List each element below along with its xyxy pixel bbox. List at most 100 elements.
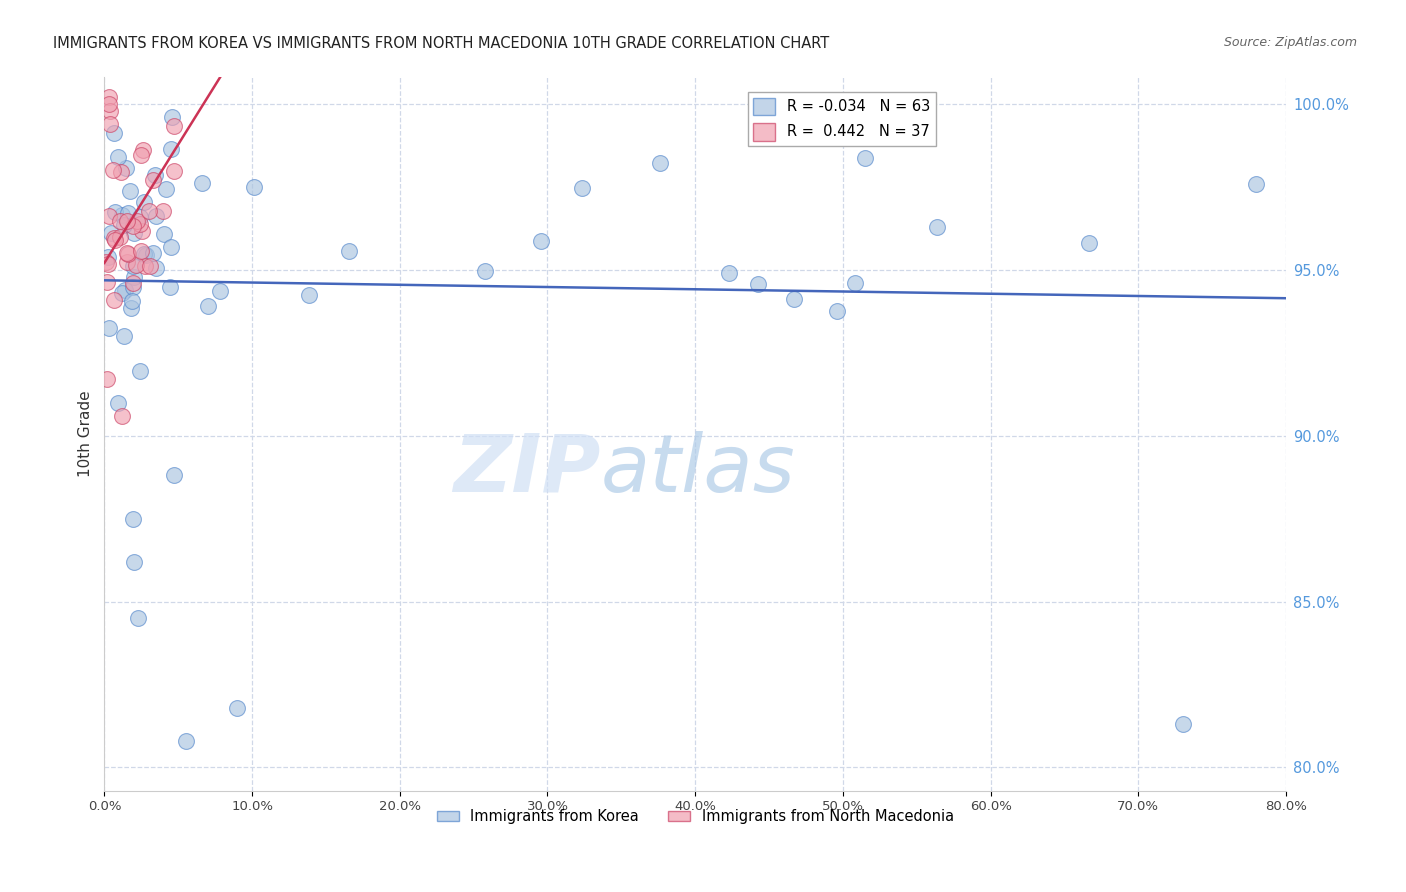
Legend: Immigrants from Korea, Immigrants from North Macedonia: Immigrants from Korea, Immigrants from N… (430, 803, 959, 830)
Point (127, 611, 149, 625)
Point (474, 264, 496, 278)
Point (825, 303, 848, 318)
Point (97, 97, 120, 112)
Point (127, 214, 149, 228)
Point (197, 299, 219, 313)
Point (132, 247, 155, 261)
Point (135, 248, 157, 262)
Point (122, 226, 145, 240)
Point (138, 204, 160, 219)
Point (117, 206, 139, 220)
Point (162, 468, 184, 483)
Point (747, 277, 769, 292)
Point (298, 288, 321, 302)
Point (242, 180, 264, 194)
Point (114, 283, 136, 297)
Point (145, 261, 167, 276)
Point (98, 321, 121, 335)
Point (110, 165, 132, 179)
Point (121, 294, 143, 309)
Point (844, 276, 866, 290)
Point (160, 111, 183, 125)
Point (122, 276, 145, 290)
Text: atlas: atlas (600, 431, 796, 508)
Point (122, 260, 145, 274)
Point (111, 209, 134, 223)
Point (153, 227, 176, 241)
Point (115, 161, 138, 175)
Point (107, 150, 129, 164)
Point (122, 269, 145, 284)
Point (143, 168, 166, 182)
Point (115, 246, 138, 260)
Point (145, 209, 167, 223)
Point (117, 247, 139, 261)
Point (104, 205, 127, 219)
Point (108, 230, 131, 244)
Point (104, 233, 127, 247)
Point (128, 364, 150, 378)
Text: Source: ZipAtlas.com: Source: ZipAtlas.com (1223, 36, 1357, 49)
Point (131, 148, 153, 162)
Point (98, 103, 121, 118)
Text: IMMIGRANTS FROM KOREA VS IMMIGRANTS FROM NORTH MACEDONIA 10TH GRADE CORRELATION : IMMIGRANTS FROM KOREA VS IMMIGRANTS FROM… (53, 36, 830, 51)
Point (142, 245, 165, 260)
Point (111, 409, 134, 423)
Point (132, 143, 155, 157)
Point (125, 258, 148, 272)
Point (132, 194, 155, 209)
Point (1244, 177, 1267, 191)
Point (115, 213, 138, 227)
Point (163, 119, 186, 133)
Point (152, 204, 174, 219)
Point (131, 224, 153, 238)
Point (337, 244, 360, 259)
Point (129, 217, 152, 231)
Point (98, 210, 121, 224)
Point (107, 395, 129, 409)
Point (112, 328, 135, 343)
Point (209, 285, 232, 299)
Point (111, 286, 134, 301)
Point (925, 219, 948, 234)
Point (155, 182, 177, 196)
Point (98, 117, 121, 131)
Point (103, 163, 125, 178)
Point (97, 250, 120, 264)
Point (159, 279, 181, 293)
Point (159, 142, 181, 156)
Point (174, 734, 197, 748)
Point (226, 700, 249, 714)
Point (94, 254, 117, 268)
Point (571, 180, 593, 194)
Point (530, 234, 553, 248)
Point (103, 293, 125, 307)
Point (1171, 717, 1194, 731)
Point (96, 257, 118, 271)
Point (142, 173, 165, 187)
Point (100, 226, 122, 240)
Point (853, 151, 876, 165)
Point (120, 301, 142, 315)
Point (129, 210, 152, 224)
Point (96, 372, 118, 386)
Point (139, 259, 162, 273)
Point (648, 156, 671, 170)
Point (115, 255, 138, 269)
Point (756, 108, 779, 122)
Point (103, 126, 125, 140)
Point (783, 293, 806, 307)
Point (160, 240, 183, 254)
Point (122, 219, 145, 234)
Point (97, 90, 120, 104)
Point (103, 230, 125, 244)
Point (120, 185, 142, 199)
Point (191, 176, 214, 190)
Point (1078, 235, 1101, 250)
Point (163, 164, 186, 178)
Text: ZIP: ZIP (453, 431, 600, 508)
Point (718, 266, 741, 280)
Y-axis label: 10th Grade: 10th Grade (79, 391, 93, 477)
Point (122, 279, 145, 293)
Point (96, 275, 118, 289)
